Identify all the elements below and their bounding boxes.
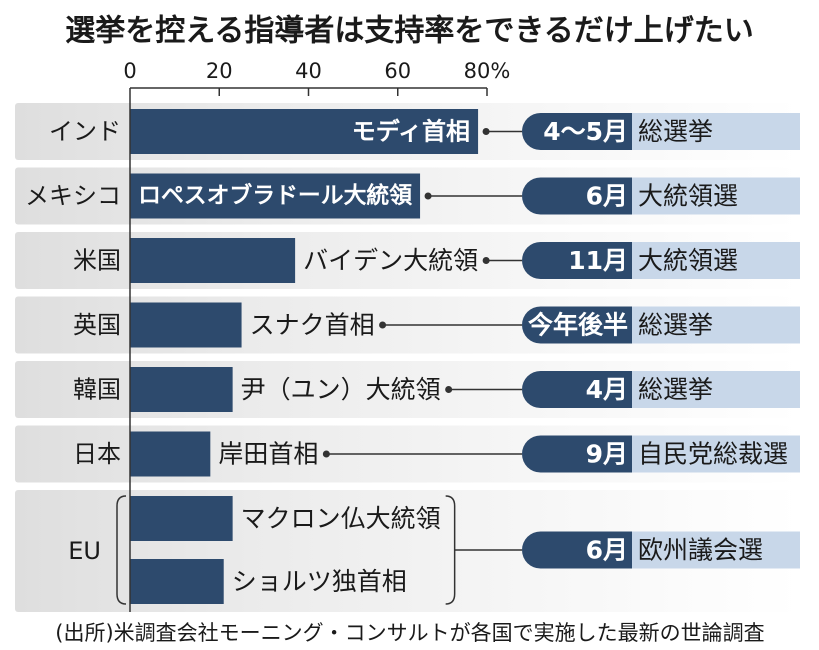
tick-label: 20 xyxy=(206,59,233,83)
election-type-label: 欧州議会選 xyxy=(638,536,763,565)
connector-dot xyxy=(482,128,490,135)
bar xyxy=(130,173,421,219)
election-timing-label: 6月 xyxy=(586,182,628,211)
bar xyxy=(130,302,242,348)
tick-label: 0 xyxy=(123,59,136,83)
source-note: (出所)米調査会社モーニング・コンサルトが各国で実施した最新の世論調査 xyxy=(55,621,764,645)
election-timing-badge xyxy=(522,306,632,344)
election-timing-badge xyxy=(522,531,632,569)
election-timing-badge xyxy=(522,242,632,279)
election-type-label: 総選挙 xyxy=(638,375,713,404)
leader-label: スナク首相 xyxy=(250,311,375,340)
group-bracket-left xyxy=(116,495,127,605)
bar xyxy=(130,238,296,283)
connector-dot xyxy=(379,321,387,329)
tick-label: 40 xyxy=(295,59,322,83)
election-timing-label: 9月 xyxy=(586,440,628,469)
connector-dot xyxy=(424,192,432,200)
tick-label: 80% xyxy=(464,59,511,83)
plot-area: インド モディ首相 4～5月 総選挙メキシコ ロペスオブラドール大統領 6月 大統領選米国バ… xyxy=(15,59,800,612)
election-type-band xyxy=(632,531,800,569)
chart-title: 選挙を控える指導者は支持率をできるだけ上げたい xyxy=(65,14,754,49)
leader-label: バイデン大統領 xyxy=(303,246,478,275)
connector-dot xyxy=(482,257,490,264)
leader-label: モディ首相 xyxy=(352,118,470,146)
election-type-band xyxy=(632,242,800,279)
election-type-label: 総選挙 xyxy=(638,117,713,146)
leader-label: 尹（ユン）大統領 xyxy=(241,375,441,404)
leader-label: ショルツ独首相 xyxy=(232,567,407,596)
election-type-label: 総選挙 xyxy=(638,311,713,340)
leader-label: 岸田首相 xyxy=(218,440,318,469)
country-label: 日本 xyxy=(73,440,121,468)
election-timing-badge xyxy=(522,113,632,150)
election-type-band xyxy=(632,435,800,473)
connector-dot xyxy=(445,386,453,393)
tick-label: 60 xyxy=(384,59,411,83)
election-type-label: 大統領選 xyxy=(638,182,738,211)
country-label: 韓国 xyxy=(73,376,121,404)
election-timing-badge xyxy=(522,371,632,408)
election-timing-label: 6月 xyxy=(586,536,628,565)
leader-label: マクロン仏大統領 xyxy=(241,504,441,533)
bar xyxy=(130,367,233,412)
election-timing-label: 4～5月 xyxy=(543,117,628,146)
country-label: インド xyxy=(49,118,121,146)
bar xyxy=(130,496,233,541)
election-timing-label: 4月 xyxy=(586,375,628,404)
country-label: メキシコ xyxy=(25,182,121,210)
bar xyxy=(130,559,224,604)
election-timing-label: 11月 xyxy=(568,246,628,275)
bar xyxy=(130,431,211,477)
election-timing-label: 今年後半 xyxy=(528,311,628,340)
country-label: 米国 xyxy=(73,247,121,275)
election-type-band xyxy=(632,113,800,150)
election-type-band xyxy=(632,306,800,344)
election-type-band xyxy=(632,371,800,408)
election-type-label: 自民党総裁選 xyxy=(638,440,788,469)
election-type-label: 大統領選 xyxy=(638,246,738,275)
country-label: 英国 xyxy=(73,311,121,339)
bar xyxy=(130,109,479,154)
election-timing-badge xyxy=(522,435,632,473)
axes: 0 20 40 60 80% xyxy=(123,59,510,612)
connector-dot xyxy=(322,450,330,458)
leader-label: ロペスオブラドール大統領 xyxy=(138,182,412,209)
election-timing-badge xyxy=(522,177,632,215)
bars-and-labels: インド モディ首相 4～5月 総選挙メキシコ ロペスオブラドール大統領 6月 大統領選米国バ… xyxy=(25,109,800,605)
country-label: EU xyxy=(68,537,101,565)
group-bracket-right xyxy=(445,495,456,605)
election-type-band xyxy=(632,177,800,215)
